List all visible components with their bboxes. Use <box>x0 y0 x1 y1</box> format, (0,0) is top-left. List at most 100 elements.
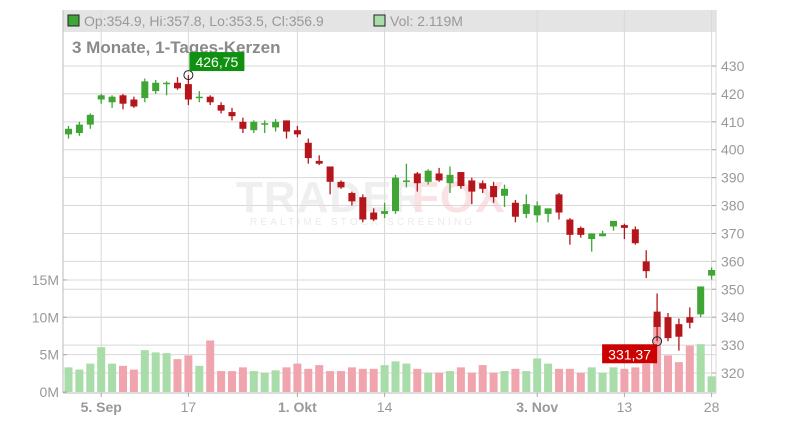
volume-bar <box>489 372 498 392</box>
volume-bar <box>238 367 247 392</box>
volume-bar <box>555 368 563 392</box>
candle-body <box>392 177 399 212</box>
time-tick-label: 3. Nov <box>516 399 558 415</box>
candle-body <box>566 219 574 235</box>
candle-body <box>337 181 345 188</box>
candle-body <box>631 229 639 244</box>
candle <box>152 79 160 94</box>
volume-bar <box>184 355 193 392</box>
candle <box>566 218 574 245</box>
candle-body <box>588 233 596 240</box>
volume-bar <box>435 372 444 392</box>
candle-body <box>250 121 258 131</box>
candle-body <box>664 317 672 339</box>
candle <box>413 172 421 192</box>
candle <box>217 102 225 114</box>
candle <box>610 220 617 231</box>
volume-tick-label: 10M <box>32 309 59 325</box>
candle <box>261 120 269 133</box>
candle-body <box>184 84 192 100</box>
volume-bar <box>478 365 487 392</box>
candle <box>337 180 345 189</box>
volume-bar <box>151 352 160 392</box>
volume-bar <box>64 367 73 392</box>
time-tick-label: 17 <box>181 399 197 415</box>
time-tick-label: 13 <box>617 399 633 415</box>
volume-bar <box>108 363 117 392</box>
axes: 320 330 340 350 360 370 380 390 400 410 420 430 0M 5M… <box>32 10 745 415</box>
candle <box>293 126 301 138</box>
candle <box>392 174 399 214</box>
candle <box>108 95 116 108</box>
candle <box>163 81 171 96</box>
volume-bar <box>576 372 585 392</box>
volume-bar <box>511 368 520 392</box>
candle <box>315 155 323 166</box>
time-tick-label: 28 <box>704 399 720 415</box>
volume-bar <box>631 367 640 392</box>
candle-body <box>141 81 149 99</box>
volume-bar <box>97 347 106 392</box>
candle <box>206 95 214 106</box>
candle-body <box>217 105 225 111</box>
candle <box>544 208 552 223</box>
candle-body <box>457 172 465 187</box>
volume-tick-label: 15M <box>32 272 59 288</box>
volume-bar <box>249 371 258 392</box>
candle-body <box>206 96 214 103</box>
volume-bar <box>674 362 683 392</box>
candle <box>708 267 716 280</box>
candle-body <box>239 121 247 129</box>
candle <box>620 223 628 240</box>
candle-body <box>174 82 181 89</box>
candle-body <box>261 123 269 125</box>
candle-body <box>283 120 290 132</box>
candle <box>119 93 127 110</box>
candle-body <box>75 124 83 133</box>
candle-body <box>642 261 650 272</box>
ohlc-swatch-icon <box>67 14 80 27</box>
legend-bar <box>63 10 716 32</box>
price-tick-label: 420 <box>721 86 745 102</box>
candle-body <box>708 270 716 276</box>
candle-body <box>359 197 367 220</box>
candle-body <box>544 208 552 214</box>
candle-body <box>490 186 498 198</box>
volume-bar <box>337 371 345 392</box>
volume-bar <box>544 363 553 392</box>
high-label-box <box>189 52 245 72</box>
candle-body <box>86 114 94 125</box>
candle <box>446 166 454 193</box>
volume-bar <box>119 365 127 392</box>
volume-bar <box>162 353 171 392</box>
volume-bar <box>533 358 542 392</box>
candle-body <box>108 96 116 103</box>
watermark-tagline: REALTIME STOCK SCREENING <box>250 217 475 228</box>
candle-body <box>402 180 410 182</box>
candle-body <box>653 311 661 327</box>
volume-bar <box>424 372 433 392</box>
volume-bar <box>500 371 509 392</box>
candlestick-series <box>65 75 716 351</box>
candle <box>468 177 476 205</box>
ohlc-label: Op:354.9, Hi:357.8, Lo:353.5, Cl:356.9 <box>84 13 324 29</box>
volume-bar <box>391 361 400 392</box>
price-tick-label: 350 <box>721 281 745 297</box>
volume-bar <box>228 371 236 392</box>
volume-label: Vol: 2.119M <box>390 13 463 29</box>
candle-body <box>479 183 487 189</box>
volume-bar <box>217 371 226 392</box>
volume-bar <box>206 340 215 392</box>
candle-body <box>511 202 519 217</box>
candle <box>588 233 596 252</box>
volume-bar <box>620 368 629 392</box>
grid-lines <box>63 10 717 393</box>
candle <box>141 78 149 103</box>
candle <box>174 77 181 90</box>
candle <box>501 184 508 207</box>
candle <box>130 96 138 108</box>
candle-body <box>620 225 628 228</box>
candle <box>184 75 192 106</box>
